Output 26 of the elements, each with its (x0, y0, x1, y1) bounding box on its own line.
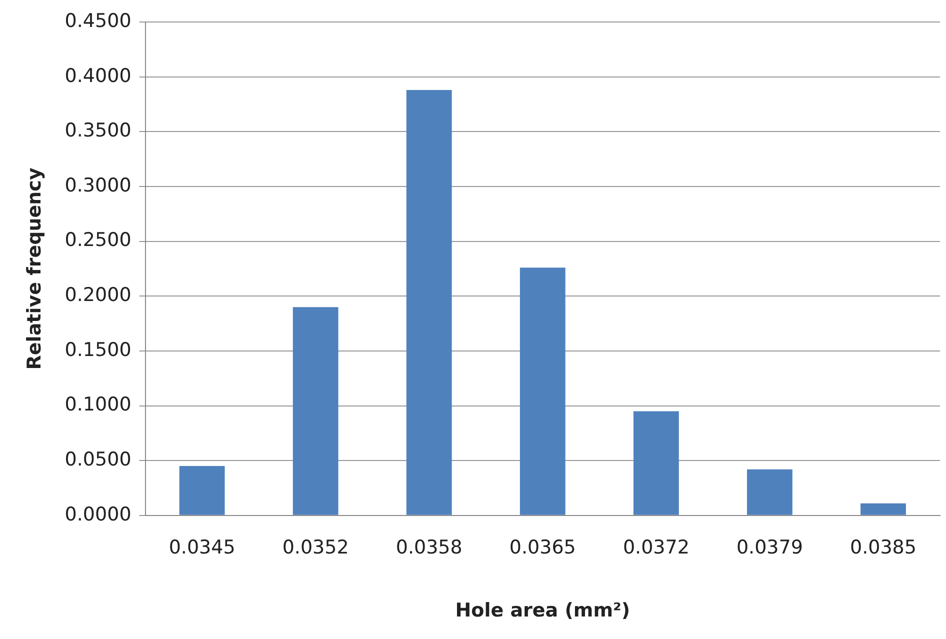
x-tick-label: 0.0352 (282, 536, 349, 559)
x-tick-label: 0.0372 (622, 536, 690, 559)
y-tick-label: 0.3500 (64, 120, 132, 142)
y-tick-label: 0.2000 (64, 284, 132, 306)
bar (746, 469, 792, 515)
y-axis-title: Relative frequency (23, 167, 46, 370)
y-tick-label: 0.1500 (64, 338, 132, 361)
bar (860, 503, 906, 515)
x-tick-label: 0.0379 (736, 536, 803, 559)
y-tick-label: 0.2500 (64, 229, 132, 252)
y-tick-label: 0.4500 (64, 10, 132, 32)
bar (179, 466, 225, 515)
y-tick-label: 0.3000 (64, 174, 132, 196)
y-tick-label: 0.1000 (64, 394, 132, 416)
bar (406, 90, 452, 515)
y-tick-label: 0.0500 (64, 448, 132, 471)
x-tick-label: 0.0365 (509, 536, 576, 559)
bar (633, 411, 679, 515)
x-axis-title: Hole area (mm²) (455, 600, 630, 622)
x-tick-label: 0.0358 (396, 536, 462, 559)
y-tick-label: 0.0000 (64, 503, 132, 526)
y-tick-label: 0.4000 (64, 64, 132, 87)
x-tick-label: 0.0385 (850, 536, 916, 559)
bar (520, 268, 566, 515)
x-tick-label: 0.0345 (168, 536, 236, 559)
bar (292, 307, 338, 515)
